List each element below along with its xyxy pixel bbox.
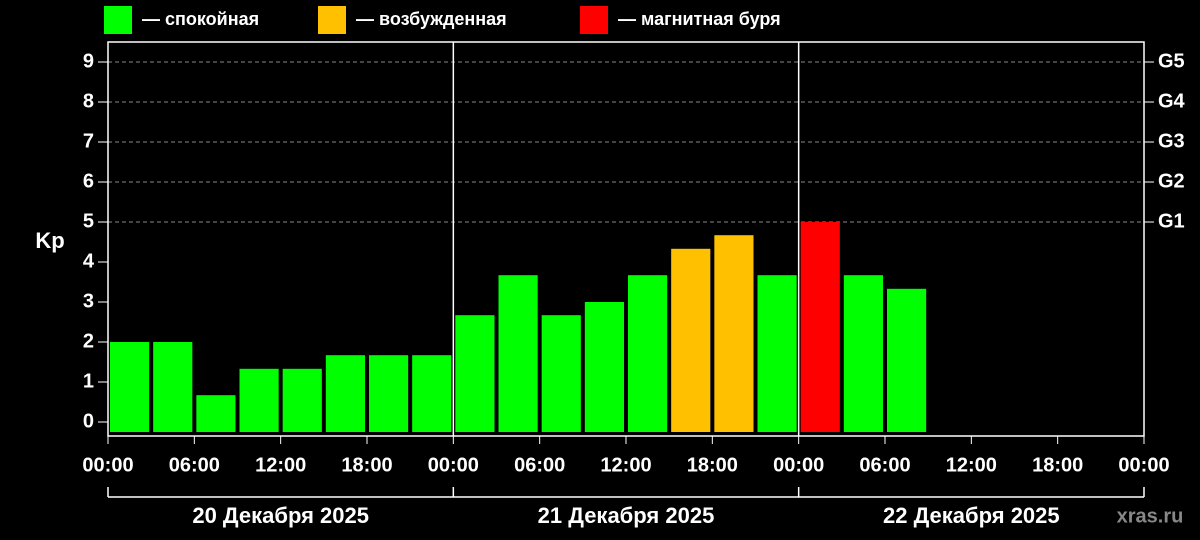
day-label: 20 Декабря 2025 (192, 503, 369, 528)
day-label: 22 Декабря 2025 (883, 503, 1060, 528)
y2-tick-label: G4 (1158, 90, 1186, 112)
y2-tick-label: G3 (1158, 130, 1185, 152)
legend-label: — спокойная (142, 9, 259, 29)
bar (628, 275, 668, 432)
x-tick-label: 18:00 (341, 454, 392, 476)
bar (239, 368, 279, 432)
x-tick-label: 00:00 (773, 454, 824, 476)
bar (369, 355, 409, 432)
legend-swatch (580, 6, 608, 34)
bar (843, 275, 883, 432)
y-tick-label: 8 (83, 90, 94, 112)
bar (455, 315, 495, 432)
day-label: 21 Декабря 2025 (538, 503, 715, 528)
bar (325, 355, 365, 432)
bar (757, 275, 797, 432)
bar (153, 342, 193, 432)
x-tick-label: 12:00 (255, 454, 306, 476)
y-tick-label: 5 (83, 210, 94, 232)
bar (887, 288, 927, 432)
x-tick-label: 12:00 (600, 454, 651, 476)
y-tick-label: 7 (83, 130, 94, 152)
legend-swatch (104, 6, 132, 34)
y-tick-label: 6 (83, 170, 94, 192)
y-tick-label: 3 (83, 290, 94, 312)
x-tick-label: 06:00 (859, 454, 910, 476)
x-tick-label: 00:00 (1118, 454, 1169, 476)
legend-swatch (318, 6, 346, 34)
legend-label: — магнитная буря (618, 9, 781, 29)
bar (196, 395, 236, 432)
bar (714, 235, 754, 432)
y-axis-label: Kp (35, 228, 64, 253)
x-tick-label: 00:00 (82, 454, 133, 476)
y-tick-label: 4 (83, 250, 95, 272)
bar (498, 275, 538, 432)
y2-tick-label: G5 (1158, 50, 1185, 72)
y-tick-label: 1 (83, 370, 94, 392)
x-tick-label: 06:00 (169, 454, 220, 476)
bar (282, 368, 322, 432)
bar (541, 315, 581, 432)
y-tick-label: 2 (83, 330, 94, 352)
y2-tick-label: G1 (1158, 210, 1185, 232)
y-tick-label: 0 (83, 410, 94, 432)
x-tick-label: 00:00 (428, 454, 479, 476)
legend-label: — возбужденная (356, 9, 507, 29)
bar (671, 248, 711, 432)
x-tick-label: 18:00 (687, 454, 738, 476)
x-tick-label: 06:00 (514, 454, 565, 476)
watermark: xras.ru (1117, 505, 1184, 527)
bar (800, 222, 840, 432)
bar (584, 302, 624, 432)
x-tick-label: 18:00 (1032, 454, 1083, 476)
y-tick-label: 9 (83, 50, 94, 72)
bar (110, 342, 150, 432)
y2-tick-label: G2 (1158, 170, 1185, 192)
bar (412, 355, 452, 432)
x-tick-label: 12:00 (946, 454, 997, 476)
